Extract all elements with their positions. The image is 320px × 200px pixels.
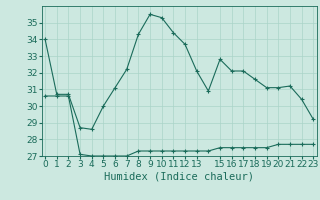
X-axis label: Humidex (Indice chaleur): Humidex (Indice chaleur) bbox=[104, 172, 254, 182]
